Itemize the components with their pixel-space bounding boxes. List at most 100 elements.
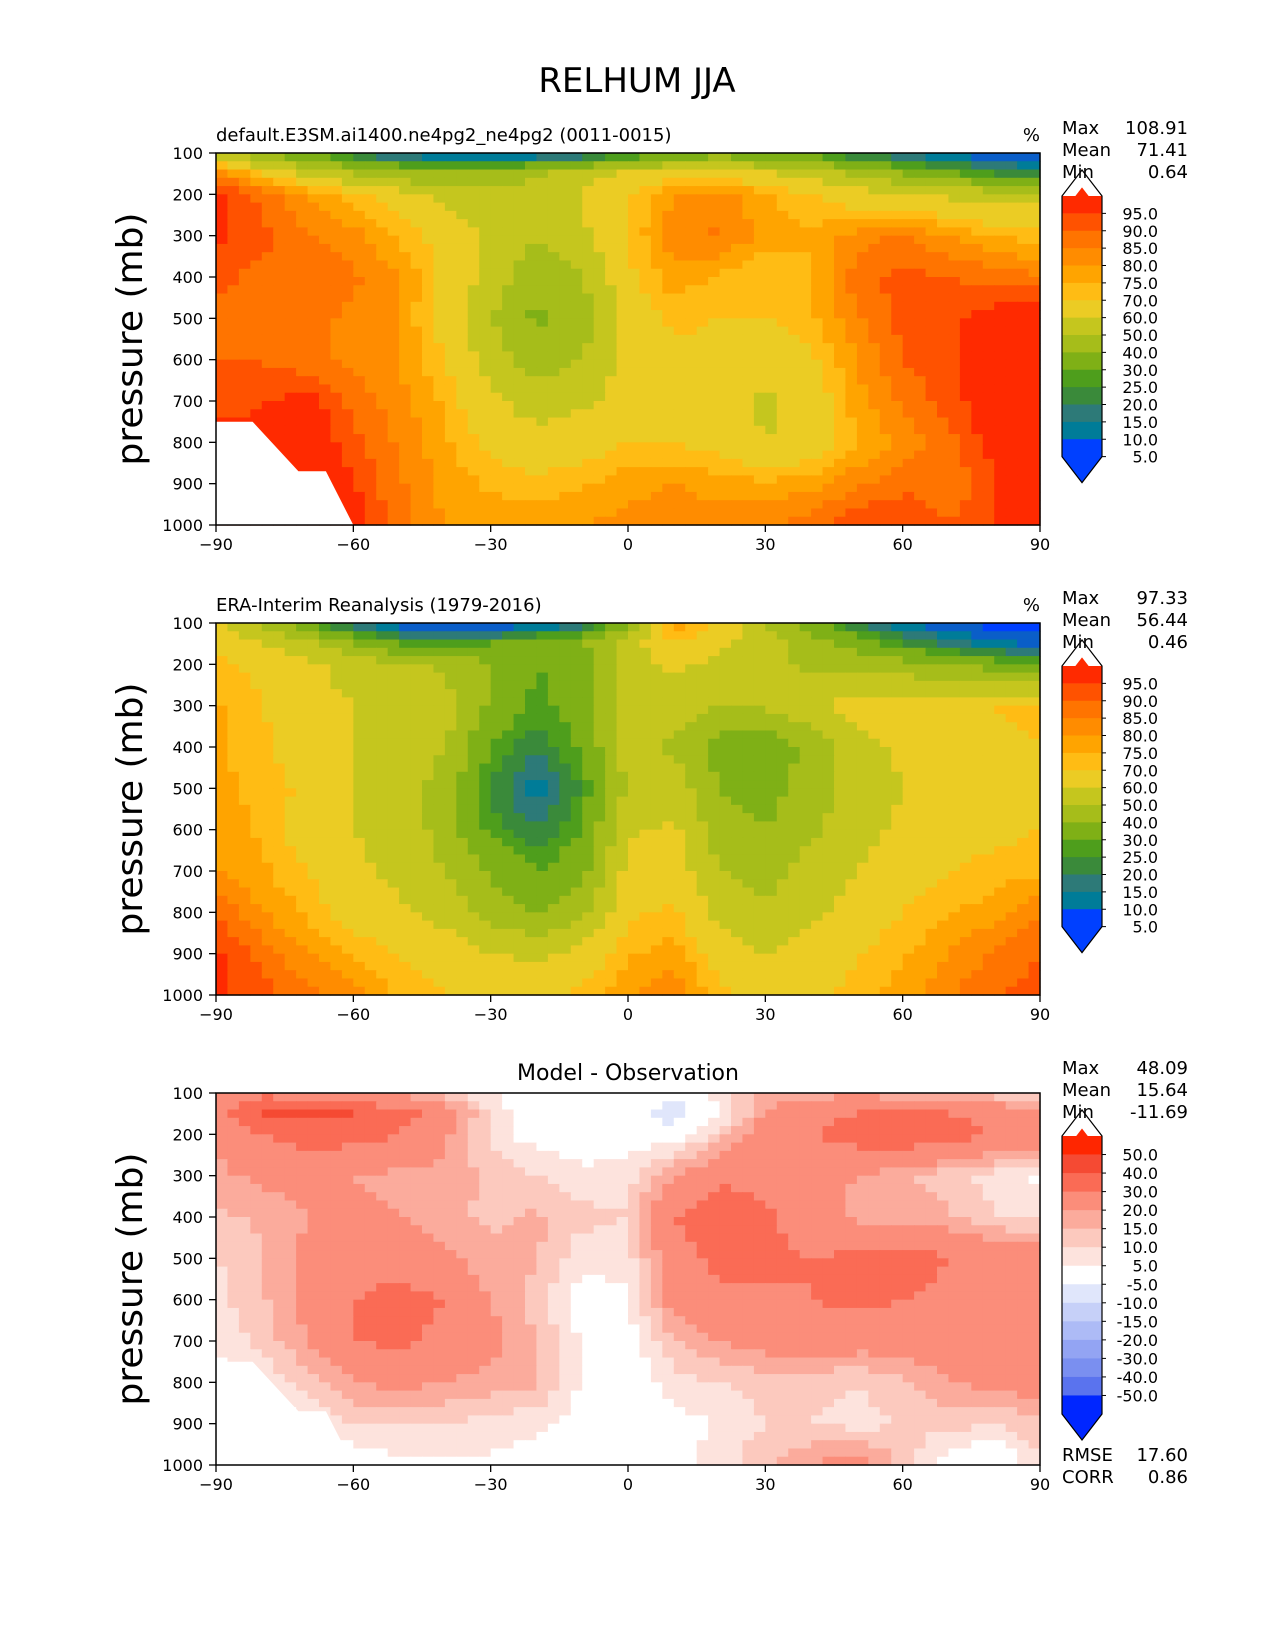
field-cell [570, 656, 583, 665]
field-cell [570, 500, 583, 510]
field-cell [765, 285, 778, 295]
field-cell [502, 401, 515, 410]
field-cell [536, 334, 549, 344]
field-cell [673, 763, 686, 773]
field-cell [467, 268, 480, 278]
field-cell [364, 771, 377, 781]
field-cell [776, 771, 789, 781]
field-cell [1017, 227, 1030, 237]
field-cell [811, 705, 824, 715]
y-tick-label: 300 [172, 227, 203, 246]
field-cell [696, 376, 709, 386]
field-cell [742, 285, 755, 295]
field-cell [731, 639, 744, 649]
field-cell [891, 177, 904, 187]
field-cell [650, 623, 663, 632]
field-cell [685, 672, 698, 682]
field-cell [650, 697, 663, 707]
field-cell [902, 623, 915, 632]
field-cell [319, 672, 332, 682]
field-cell [536, 442, 549, 452]
field-cell [708, 804, 721, 814]
field-cell [948, 194, 961, 204]
field-cell [959, 656, 972, 665]
field-cell [227, 697, 240, 707]
field-cell [513, 277, 526, 286]
field-cell [731, 260, 744, 270]
field-cell [868, 202, 881, 212]
field-cell [410, 359, 423, 369]
field-cell [284, 310, 297, 319]
field-cell [799, 467, 812, 476]
field-cell [479, 780, 492, 789]
field-cell [456, 227, 469, 237]
field-cell [296, 153, 309, 162]
field-cell [845, 268, 858, 278]
field-cell [708, 672, 721, 682]
field-cell [753, 434, 766, 443]
field-cell [227, 788, 240, 798]
field-cell [891, 631, 904, 641]
field-cell [845, 631, 858, 641]
field-cell [822, 672, 835, 682]
field-cell [250, 804, 263, 814]
field-cell [1017, 235, 1030, 245]
field-cell [788, 508, 801, 518]
field-cell [982, 177, 995, 187]
field-cell [593, 639, 606, 649]
field-cell [685, 771, 698, 781]
field-cell [364, 243, 377, 253]
field-cell [708, 384, 721, 394]
field-cell [399, 318, 412, 328]
field-cell [616, 367, 629, 377]
field-cell [1028, 450, 1041, 460]
field-cell [719, 301, 732, 311]
field-cell [547, 351, 560, 361]
field-cell [799, 310, 812, 319]
field-cell [982, 301, 995, 311]
field-cell [261, 804, 274, 814]
field-cell [467, 153, 480, 162]
field-cell [376, 252, 389, 262]
field-cell [708, 647, 721, 657]
field-cell [982, 326, 995, 336]
field-cell [341, 401, 354, 410]
field-cell [708, 401, 721, 410]
field-cell [444, 326, 457, 336]
field-cell [410, 401, 423, 410]
field-cell [250, 318, 263, 328]
field-cell [376, 755, 389, 765]
field-cell [605, 458, 618, 468]
field-cell [925, 310, 938, 319]
field-cell [479, 318, 492, 328]
field-cell [605, 376, 618, 386]
field-cell [742, 268, 755, 278]
field-cell [902, 747, 915, 756]
field-cell [353, 722, 366, 732]
field-cell [891, 730, 904, 740]
field-cell [719, 672, 732, 682]
field-cell [673, 672, 686, 682]
field-cell [605, 260, 618, 270]
field-cell [376, 664, 389, 674]
field-cell [547, 483, 560, 493]
field-cell [490, 623, 503, 632]
field-cell [902, 434, 915, 443]
field-cell [811, 713, 824, 723]
field-cell [319, 738, 332, 748]
field-cell [387, 755, 400, 765]
field-cell [261, 169, 274, 179]
field-cell [605, 467, 618, 476]
field-cell [982, 194, 995, 204]
field-cell [273, 672, 286, 682]
field-cell [559, 153, 572, 162]
field-cell [525, 647, 538, 657]
field-cell [513, 458, 526, 468]
field-cell [410, 334, 423, 344]
field-cell [673, 351, 686, 361]
field-cell [479, 458, 492, 468]
field-cell [982, 713, 995, 723]
field-cell [719, 401, 732, 410]
field-cell [879, 705, 892, 715]
field-cell [845, 392, 858, 402]
